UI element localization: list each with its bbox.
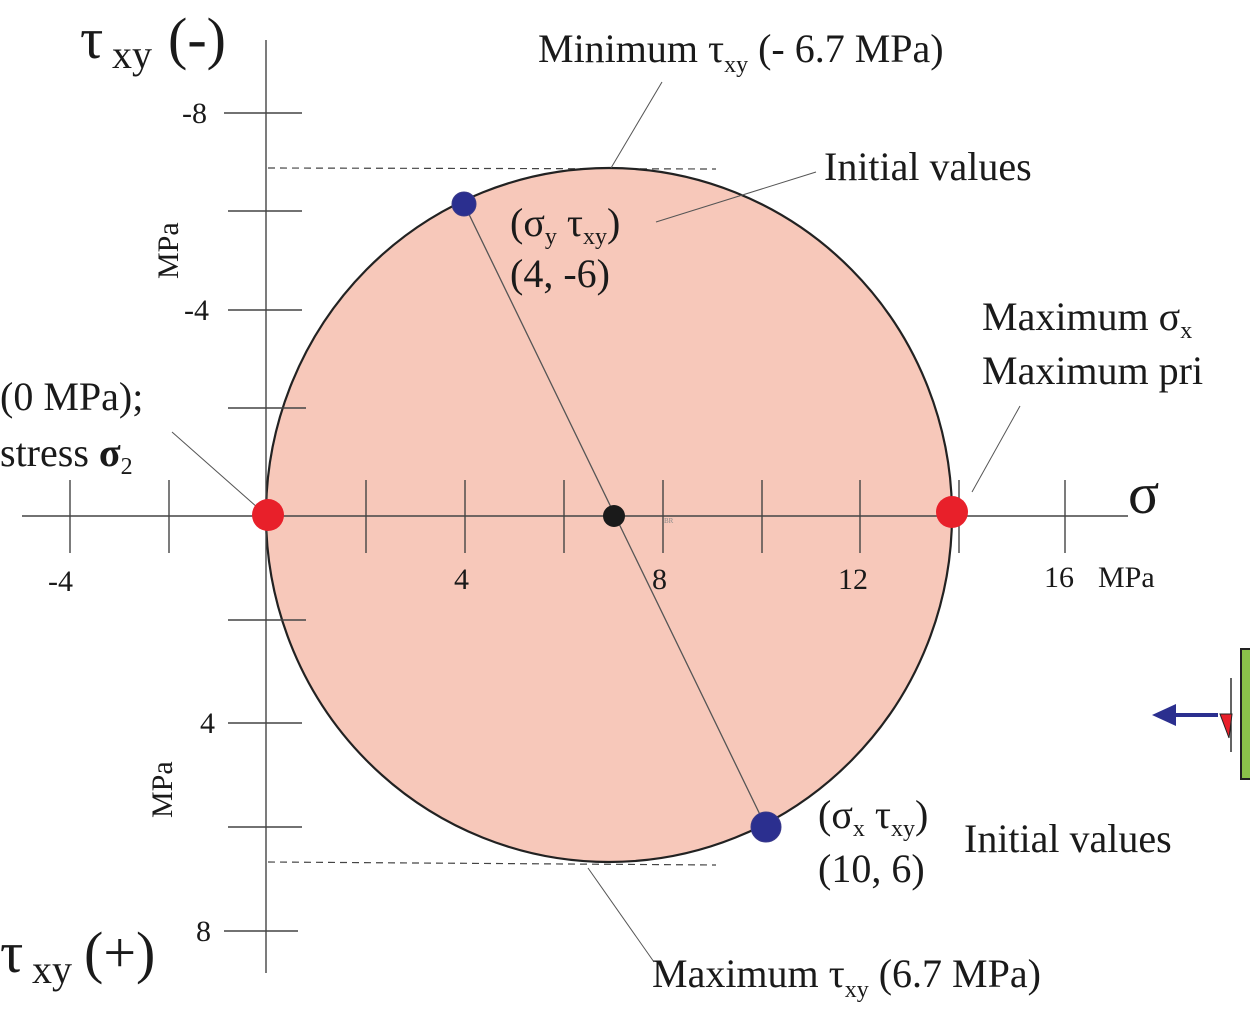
tau-pos-sign: (+): [84, 920, 155, 985]
sigma-tick-label: -4: [48, 565, 73, 598]
sigma-tick-label: 12: [838, 563, 868, 596]
tau-tick-label: -4: [184, 294, 209, 327]
point-x-label: (σx τxy): [818, 792, 928, 842]
tau-neg-sign: (-): [168, 6, 226, 71]
max-principal-annotation: Maximum pri: [982, 348, 1203, 393]
tau-neg-subscript: xy: [112, 32, 152, 77]
tau-neg-symbol: τ: [80, 6, 103, 71]
leader-max-tau: [587, 867, 655, 963]
min-tau-annotation: Minimum τxy (- 6.7 MPa): [538, 26, 944, 78]
tau-pos-subscript: xy: [32, 947, 72, 992]
zero-mpa-annotation: (0 MPa);: [0, 374, 143, 419]
tau-axis-unit-bottom: MPa: [146, 761, 179, 818]
leader-min-tau: [610, 81, 663, 169]
point-y-coords: (4, -6): [510, 251, 610, 296]
point-sigma-2: [252, 499, 284, 531]
point-x-coords: (10, 6): [818, 846, 925, 891]
point-y-label: (σy τxy): [510, 200, 620, 250]
sigma-axis-symbol: σ: [1128, 461, 1159, 526]
tau-negative-title: τ xy (-): [80, 6, 226, 77]
leader-initial-top: [655, 171, 817, 223]
stress-arrow-head: [1152, 704, 1176, 726]
stress-element-block: [1240, 648, 1250, 780]
sigma-tick-label: 8: [652, 563, 667, 596]
tau-pos-symbol: τ: [0, 920, 23, 985]
sigma-tick-label: 16: [1044, 561, 1074, 594]
tau-positive-title: τ xy (+): [0, 920, 155, 992]
point-center: [603, 505, 625, 527]
stress-sigma2-annotation: stress σ2: [0, 430, 133, 480]
max-sigma-x-annotation: Maximum σx: [982, 294, 1192, 344]
leader-lines: [171, 81, 1021, 963]
initial-values-bottom: Initial values: [964, 816, 1172, 861]
leader-sigma2: [171, 431, 267, 516]
tau-tick-label: -8: [182, 97, 207, 130]
tau-tick-label: 8: [196, 915, 211, 948]
watermark-text: BR: [664, 517, 674, 525]
max-tau-annotation: Maximum τxy (6.7 MPa): [652, 951, 1041, 1003]
point-sigma-y: [451, 191, 477, 217]
leader-max-principal: [971, 405, 1021, 493]
tau-axis-unit-top: MPa: [152, 222, 185, 279]
max-tau-dashed-line: [267, 861, 717, 866]
sigma-axis-unit: MPa: [1098, 561, 1155, 594]
point-sigma-1: [936, 496, 968, 528]
shear-arrow-red: [1219, 713, 1233, 739]
sigma-tick-label: 4: [454, 563, 469, 596]
stress-element-fragment: [1152, 648, 1250, 780]
point-sigma-x: [750, 811, 782, 843]
tau-tick-label: 4: [200, 707, 215, 740]
tau-axis-ticks: [224, 112, 306, 932]
initial-values-top: Initial values: [824, 144, 1032, 189]
min-tau-dashed-line: [267, 167, 717, 170]
